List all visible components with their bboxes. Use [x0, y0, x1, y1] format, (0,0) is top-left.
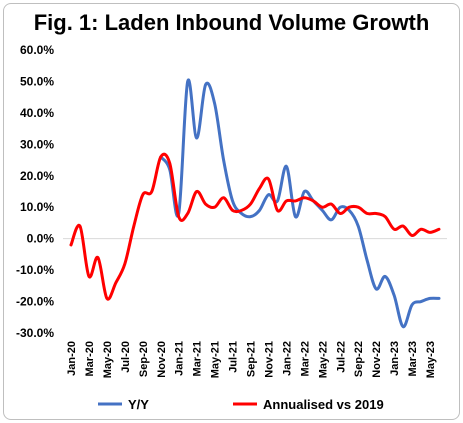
series-line-annualised-vs-2019 [69, 152, 441, 301]
x-tick-label: Mar-21 [192, 341, 204, 376]
x-tick-label: Mar-20 [84, 341, 96, 376]
x-tick-label: May-23 [425, 341, 437, 378]
x-tick-label: Jan-23 [389, 341, 401, 376]
x-tick-label: Sep-20 [138, 341, 150, 377]
x-tick-label: Mar-23 [407, 341, 419, 376]
y-tick-label: 30.0% [20, 137, 54, 151]
x-tick-label: Jul-22 [335, 341, 347, 373]
x-tick-label: May-21 [210, 341, 222, 378]
x-tick-label: Nov-22 [371, 341, 383, 378]
series-line-yy [159, 78, 441, 329]
x-tick-label: Sep-21 [246, 341, 258, 377]
y-tick-label: 40.0% [20, 106, 54, 120]
x-tick-label: Jan-20 [66, 341, 78, 376]
y-tick-label: 50.0% [20, 74, 54, 88]
legend-label: Annualised vs 2019 [263, 397, 384, 412]
chart-title: Fig. 1: Laden Inbound Volume Growth [33, 10, 430, 35]
x-tick-label: Sep-22 [353, 341, 365, 377]
y-tick-label: 10.0% [20, 200, 54, 214]
y-tick-label: -30.0% [16, 326, 54, 340]
y-tick-label: 0.0% [27, 232, 55, 246]
legend-label: Y/Y [128, 397, 149, 412]
x-tick-label: May-22 [317, 341, 329, 378]
x-tick-label: Jul-20 [120, 341, 132, 373]
chart-frame [3, 3, 460, 420]
y-tick-label: 20.0% [20, 169, 54, 183]
x-tick-label: Jan-22 [281, 341, 293, 376]
x-tick-label: Nov-20 [156, 341, 168, 378]
x-tick-label: Mar-22 [299, 341, 311, 376]
x-tick-label: May-20 [102, 341, 114, 378]
x-tick-label: Jan-21 [174, 341, 186, 376]
y-tick-label: -10.0% [16, 263, 54, 277]
y-tick-label: -20.0% [16, 295, 54, 309]
x-tick-label: Nov-21 [263, 341, 275, 378]
x-tick-label: Jul-21 [228, 341, 240, 373]
y-tick-label: 60.0% [20, 43, 54, 57]
